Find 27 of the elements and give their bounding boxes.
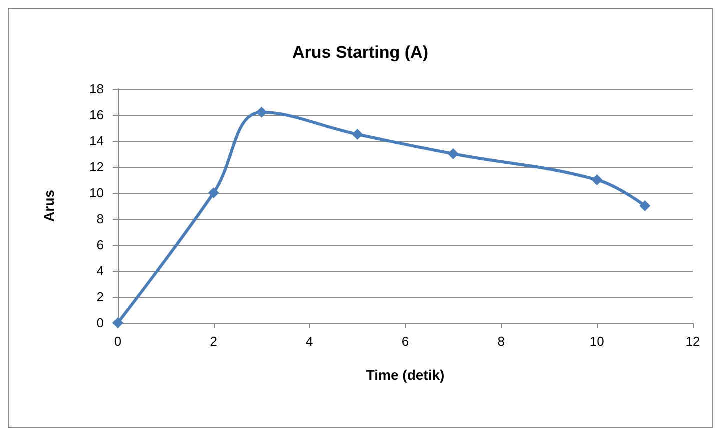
- y-tick-label: 8: [96, 212, 104, 226]
- x-tick-label: 8: [498, 334, 505, 349]
- y-tick-label: 18: [90, 82, 104, 96]
- y-tick-label: 2: [96, 290, 104, 304]
- point: [256, 106, 268, 118]
- x-tick-label: 2: [210, 334, 218, 349]
- x-tick-label: 0: [114, 334, 122, 349]
- y-tick-label: 12: [90, 160, 104, 174]
- y-tick-label: 4: [96, 264, 104, 278]
- y-tick-label: 16: [90, 108, 104, 122]
- x-tick-label: 10: [590, 334, 604, 349]
- y-tick-label: 6: [96, 238, 104, 252]
- point: [352, 129, 364, 140]
- point: [448, 148, 459, 160]
- x-tick-label: 6: [402, 334, 410, 349]
- point: [208, 188, 220, 198]
- x-axis-title: Time (detik): [366, 367, 445, 383]
- x-tick-label: 4: [306, 334, 314, 349]
- y-tick-label: 10: [90, 186, 104, 200]
- x-tick-label: 12: [686, 334, 700, 349]
- point: [112, 318, 124, 328]
- point: [640, 200, 651, 212]
- y-tick-label: 0: [96, 316, 104, 330]
- chart-title: Arus Starting (A): [292, 43, 428, 62]
- y-tick-label: 14: [90, 134, 104, 148]
- y-axis-title: Arus: [41, 190, 57, 222]
- point: [592, 174, 603, 186]
